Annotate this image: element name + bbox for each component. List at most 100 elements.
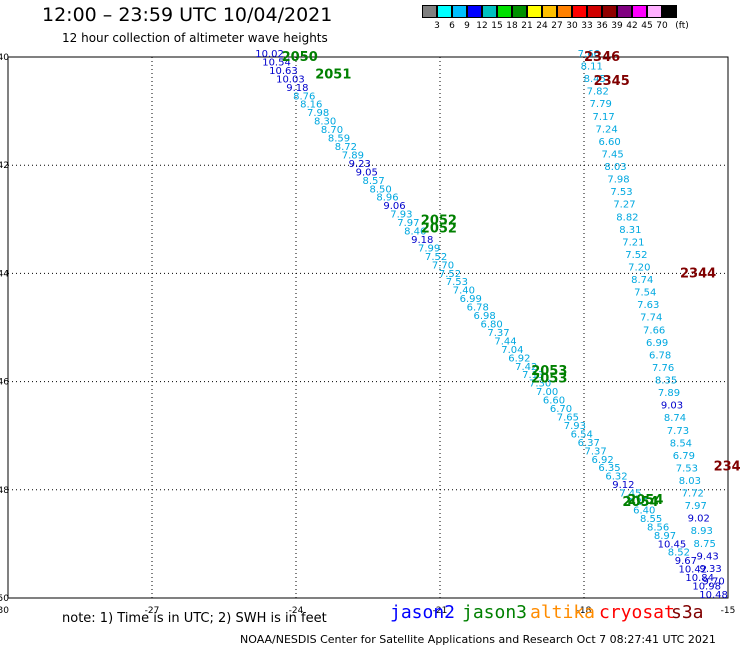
wave-height-label: 7.66 [643,325,665,336]
wave-height-label: 7.97 [685,501,707,512]
wave-height-label: 8.03 [604,162,626,173]
color-scale-swatch [527,5,542,18]
longitude-tick-label: -15 [721,606,736,616]
color-scale-tick-label: 21 [521,21,533,31]
wave-height-label: 6.70 [550,404,572,415]
wave-height-label: 9.02 [688,514,710,525]
color-scale-unit: (ft) [675,21,689,31]
wave-height-label: 7.70 [432,260,454,271]
wave-height-label: 9.18 [411,235,433,246]
wave-height-label: 8.03 [679,476,701,487]
color-scale-swatch [572,5,587,18]
color-scale-tick-label: 18 [506,21,518,31]
wave-height-label: 8.82 [616,212,638,223]
wave-height-label: 7.24 [595,124,617,135]
latitude-tick-label: -44 [0,269,9,279]
latitude-tick-label: -50 [0,594,9,604]
wave-height-label: 10.45 [658,539,687,550]
pass-number-label: 2343 [714,460,740,475]
wave-height-label: 7.45 [619,489,641,500]
color-scale-tick-label: 45 [641,21,653,31]
wave-height-label: 7.99 [418,243,440,254]
wave-height-label: 7.73 [667,426,689,437]
wave-height-label: 7.40 [453,286,475,297]
wave-height-label: 7.42 [515,362,537,373]
map-title: 12:00 – 23:59 UTC 10/04/2021 [42,4,333,26]
longitude-tick-label: -21 [433,606,448,616]
color-scale-swatch [482,5,497,18]
color-scale-swatch [542,5,557,18]
wave-height-label: 8.11 [581,62,603,73]
wave-height-label: 7.45 [601,149,623,160]
wave-height-label: 8.96 [376,193,398,204]
wave-height-label: 8.74 [631,275,653,286]
latitude-tick-label: -46 [0,378,9,388]
wave-height-label: 6.99 [460,294,482,305]
wave-height-label: 9.70 [702,576,724,587]
map-subtitle: 12 hour collection of altimeter wave hei… [62,31,328,45]
wave-height-label: 10.84 [685,573,714,584]
wave-height-label: 8.97 [654,531,676,542]
mission-legend-jason3: jason3 [462,602,528,623]
wave-height-label: 7.54 [634,288,656,299]
wave-height-label: 8.52 [668,548,690,559]
color-scale-tick-label: 42 [626,21,638,31]
wave-height-label: 6.92 [591,455,613,466]
wave-height-label: 7.44 [494,336,516,347]
wave-height-label: 9.18 [286,83,308,94]
wave-height-label: 8.55 [640,514,662,525]
pass-number-label: 2053 [531,371,567,386]
color-scale-tick-label: 39 [611,21,623,31]
wave-height-label: 8.54 [670,438,692,449]
pass-number-label: 2053 [531,364,567,379]
wave-height-label: 10.63 [269,66,298,77]
wave-height-label: 7.93 [564,421,586,432]
wave-height-label: 10.42 [678,565,707,576]
wave-height-label: 7.74 [640,313,662,324]
color-scale-tick-label: 3 [434,21,440,31]
color-scale-swatch [467,5,482,18]
pass-number-label: 2051 [315,67,351,82]
wave-height-label: 8.74 [664,413,686,424]
wave-height-label: 7.37 [487,328,509,339]
wave-height-label: 6.35 [598,463,620,474]
pass-number-label: 2050 [282,50,318,65]
wave-height-label: 8.50 [369,184,391,195]
color-scale-swatch [497,5,512,18]
wave-height-label: 7.04 [501,345,523,356]
wave-height-label: 6.32 [605,472,627,483]
wave-height-label: 10.54 [262,57,291,68]
wave-height-label: 9.23 [349,159,371,170]
wave-height-label: 7.97 [397,218,419,229]
wave-height-label: 7.98 [307,108,329,119]
color-scale-swatch [647,5,662,18]
wave-height-label: 7.93 [390,210,412,221]
wave-height-label: 7.25 [626,497,648,508]
wave-height-label: 7.00 [536,387,558,398]
plot-frame [7,56,729,599]
wave-height-label: 7.13 [522,370,544,381]
wave-height-label: 7.65 [557,412,579,423]
wave-height-label: 10.02 [255,49,284,60]
color-scale-swatch [632,5,647,18]
latitude-tick-label: -48 [0,486,9,496]
credit-line: NOAA/NESDIS Center for Satellite Applica… [240,633,716,646]
mission-legend-s3a: s3a [671,602,704,623]
color-scale-swatch [662,5,677,18]
footnote: note: 1) Time is in UTC; 2) SWH is in fe… [62,611,327,626]
wave-height-label: 7.66 [578,49,600,60]
wave-height-label: 8.70 [321,125,343,136]
color-scale-tick-label: 70 [656,21,668,31]
color-scale-swatch [602,5,617,18]
color-scale-tick-label: 24 [536,21,548,31]
pass-number-label: 2346 [584,50,620,65]
wave-height-label: 7.17 [593,112,615,123]
wave-height-label: 8.46 [404,227,426,238]
wave-height-label: 8.72 [335,142,357,153]
wave-height-label: 7.89 [342,150,364,161]
wave-height-label: 10.98 [692,582,721,593]
color-scale-tick-label: 9 [464,21,470,31]
wave-height-label: 6.40 [633,505,655,516]
wave-height-label: 8.45 [584,74,606,85]
wave-height-label: 7.53 [446,277,468,288]
